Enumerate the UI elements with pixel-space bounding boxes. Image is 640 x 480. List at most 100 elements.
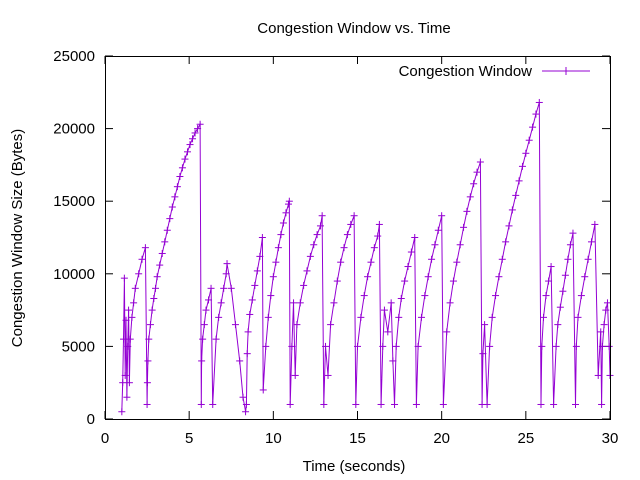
data-point: [141, 244, 149, 252]
data-point: [143, 379, 151, 387]
data-point: [357, 313, 365, 321]
data-point: [492, 292, 500, 300]
data-point: [367, 258, 375, 266]
data-point: [199, 335, 207, 343]
data-point: [421, 292, 429, 300]
data-point: [248, 296, 256, 304]
data-point: [428, 255, 436, 263]
data-point: [550, 400, 558, 408]
data-point: [370, 244, 378, 252]
data-point: [290, 299, 298, 307]
x-tick-label: 0: [101, 430, 109, 447]
data-point: [360, 292, 368, 300]
data-point: [186, 141, 194, 149]
data-point: [288, 342, 296, 350]
data-point: [128, 313, 136, 321]
data-point: [333, 277, 341, 285]
y-tick-label: 25000: [53, 48, 95, 65]
x-tick-label: 30: [602, 430, 619, 447]
data-point: [603, 299, 611, 307]
data-point: [293, 321, 301, 329]
series-points: [118, 98, 614, 416]
data-point: [143, 400, 151, 408]
x-axis-label: Time (seconds): [303, 458, 406, 475]
data-point: [392, 342, 400, 350]
data-point: [296, 299, 304, 307]
series-line: [121, 102, 611, 412]
data-point: [446, 299, 454, 307]
data-point: [324, 371, 332, 379]
data-point: [123, 393, 131, 401]
data-point: [581, 273, 589, 281]
data-point: [542, 292, 550, 300]
data-point: [168, 203, 176, 211]
data-point: [146, 321, 154, 329]
data-point: [587, 238, 595, 246]
data-point: [163, 226, 171, 234]
data-point: [194, 125, 202, 133]
data-point: [231, 321, 239, 329]
data-point: [476, 158, 484, 166]
data-point: [602, 306, 610, 314]
data-point: [387, 299, 395, 307]
data-point: [460, 223, 468, 231]
data-point: [150, 294, 158, 302]
data-point: [251, 281, 259, 289]
data-point: [466, 193, 474, 201]
data-point: [239, 393, 247, 401]
x-tick-label: 25: [517, 430, 534, 447]
data-point: [310, 241, 318, 249]
data-point: [535, 98, 543, 106]
data-point: [488, 313, 496, 321]
data-point: [569, 229, 577, 237]
data-point: [470, 180, 478, 188]
data-point: [431, 241, 439, 249]
data-point: [313, 231, 321, 239]
y-tick-label: 0: [87, 411, 95, 428]
data-point: [463, 207, 471, 215]
data-point: [227, 284, 235, 292]
y-tick-label: 10000: [53, 266, 95, 283]
data-point: [291, 371, 299, 379]
data-point: [512, 191, 520, 199]
data-point: [152, 284, 159, 292]
data-point: [222, 270, 230, 278]
data-point: [279, 219, 287, 227]
data-point: [532, 110, 540, 118]
data-point: [498, 255, 506, 263]
y-tick-label: 5000: [62, 338, 95, 355]
data-point: [243, 350, 251, 358]
y-axis-ticks: 0 5000 10000 15000 20000 25000: [53, 48, 610, 428]
data-point: [545, 277, 553, 285]
data-point: [130, 299, 138, 307]
data-point: [126, 335, 134, 343]
data-point: [145, 335, 153, 343]
data-point: [598, 342, 606, 350]
data-point: [144, 357, 152, 365]
data-point: [379, 342, 387, 350]
data-point: [330, 299, 338, 307]
data-point: [306, 252, 314, 260]
data-point: [479, 350, 487, 358]
data-point: [284, 200, 292, 208]
data-point: [559, 287, 567, 295]
data-point: [456, 241, 464, 249]
x-tick-label: 15: [349, 430, 366, 447]
data-point: [207, 284, 215, 292]
data-point: [552, 342, 560, 350]
chart-title: Congestion Window vs. Time: [257, 20, 450, 37]
data-point: [605, 342, 613, 350]
data-point: [217, 299, 225, 307]
data-point: [438, 212, 446, 220]
data-point: [538, 342, 546, 350]
data-point: [424, 273, 432, 281]
data-point: [153, 273, 161, 281]
x-tick-label: 20: [433, 430, 450, 447]
data-point: [508, 206, 516, 214]
data-point: [316, 222, 324, 230]
y-axis-label: Congestion Window Size (Bytes): [9, 129, 26, 347]
data-point: [191, 129, 199, 137]
data-point: [374, 232, 382, 240]
data-point: [574, 313, 582, 321]
data-point: [286, 400, 294, 408]
